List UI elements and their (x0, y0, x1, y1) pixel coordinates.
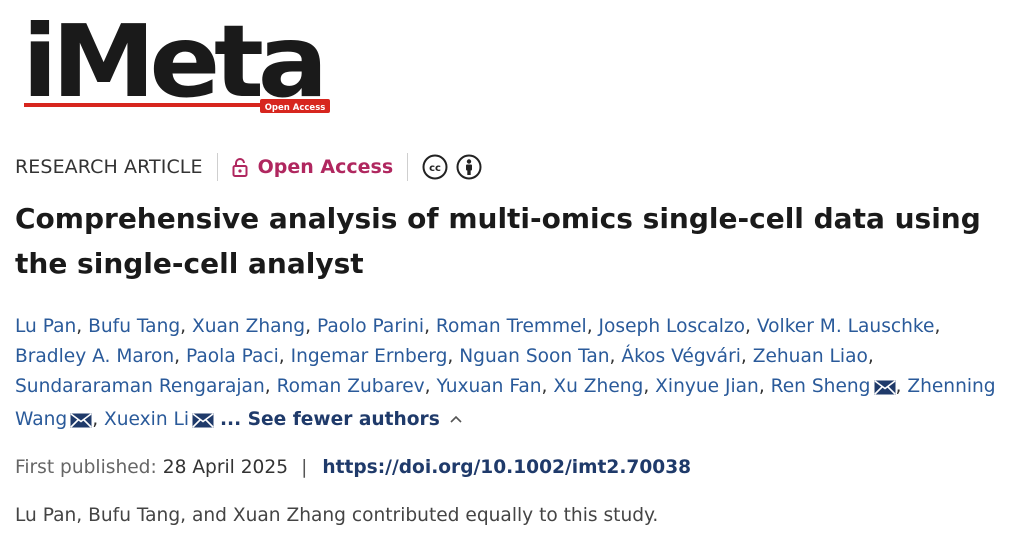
article-meta-row: RESEARCH ARTICLE Open Access cc (15, 152, 482, 182)
author-separator: , (541, 376, 554, 397)
author-link[interactable]: Nguan Soon Tan (459, 346, 610, 367)
open-access-link[interactable]: Open Access (232, 156, 394, 178)
by-attribution-icon (456, 154, 482, 180)
author-link[interactable]: Xinyue Jian (655, 376, 759, 397)
author-link[interactable]: Xuan Zhang (192, 316, 306, 337)
separator: | (301, 456, 308, 478)
doi-link[interactable]: https://doi.org/10.1002/imt2.70038 (322, 456, 692, 478)
author-link[interactable]: Roman Tremmel (435, 316, 587, 337)
author-separator: , (180, 316, 192, 337)
cc-icon: cc (422, 154, 448, 180)
author-link[interactable]: Ingemar Ernberg (290, 346, 448, 367)
equal-contribution-note: Lu Pan, Bufu Tang, and Xuan Zhang contri… (15, 505, 659, 526)
imeta-logo[interactable]: iMeta Open Access (22, 4, 334, 116)
author-separator: , (643, 376, 656, 397)
author-separator: , (278, 346, 291, 367)
author-link[interactable]: Sundararaman Rengarajan (15, 376, 265, 397)
first-published-label: First published: (15, 456, 157, 478)
author-link[interactable]: Xuexin Li (104, 409, 190, 430)
author-link[interactable]: Bufu Tang (88, 316, 181, 337)
publication-info: First published: 28 April 2025 | https:/… (15, 452, 691, 482)
author-separator: , (895, 376, 908, 397)
author-separator: , (424, 376, 437, 397)
author-link[interactable]: Ákos Végvári (621, 346, 741, 367)
chevron-up-icon (450, 415, 462, 423)
author-link[interactable]: Xu Zheng (553, 376, 644, 397)
logo-badge (260, 99, 330, 113)
divider (216, 153, 218, 181)
logo-underline (24, 103, 260, 107)
first-published-date: 28 April 2025 (162, 456, 289, 478)
logo-wordmark: iMeta (22, 4, 322, 116)
article-type: RESEARCH ARTICLE (15, 156, 203, 178)
divider (407, 153, 409, 181)
author-link[interactable]: Zehuan Liao (752, 346, 868, 367)
author-link[interactable]: Paola Paci (186, 346, 279, 367)
author-link[interactable]: Roman Zubarev (276, 376, 425, 397)
author-separator: , (92, 409, 105, 430)
author-separator: , (424, 316, 436, 337)
svg-text:cc: cc (429, 163, 441, 174)
author-separator: , (264, 376, 277, 397)
email-icon[interactable] (192, 408, 214, 438)
author-link[interactable]: Zhenning Wang (15, 376, 996, 430)
author-link[interactable]: Joseph Loscalzo (598, 316, 746, 337)
author-link[interactable]: Ren Sheng (770, 376, 871, 397)
author-list: Lu Pan, Bufu Tang, Xuan Zhang, Paolo Par… (15, 312, 1005, 438)
article-title: Comprehensive analysis of multi-omics si… (15, 202, 981, 280)
author-separator: , (76, 316, 89, 337)
author-link[interactable]: Lu Pan (15, 316, 77, 337)
logo-badge-text: Open Access (265, 103, 326, 113)
author-separator: , (867, 346, 874, 367)
author-separator: , (934, 316, 941, 337)
email-icon[interactable] (70, 408, 92, 438)
author-separator: , (586, 316, 599, 337)
see-fewer-authors-button[interactable]: ... See fewer authors (220, 409, 462, 430)
author-separator: , (745, 316, 757, 337)
author-link[interactable]: Volker M. Lauschke (756, 316, 935, 337)
unlock-icon (232, 157, 248, 177)
author-separator: , (740, 346, 753, 367)
author-link[interactable]: Bradley A. Maron (15, 346, 175, 367)
open-access-label: Open Access (257, 156, 394, 178)
author-separator: , (609, 346, 622, 367)
author-separator: , (447, 346, 460, 367)
author-link[interactable]: Yuxuan Fan (436, 376, 542, 397)
author-link[interactable]: Paolo Parini (316, 316, 425, 337)
email-icon[interactable] (873, 375, 896, 405)
author-separator: , (305, 316, 317, 337)
author-separator: , (174, 346, 186, 367)
license-icons[interactable]: cc (422, 154, 482, 180)
author-separator: , (758, 376, 771, 397)
